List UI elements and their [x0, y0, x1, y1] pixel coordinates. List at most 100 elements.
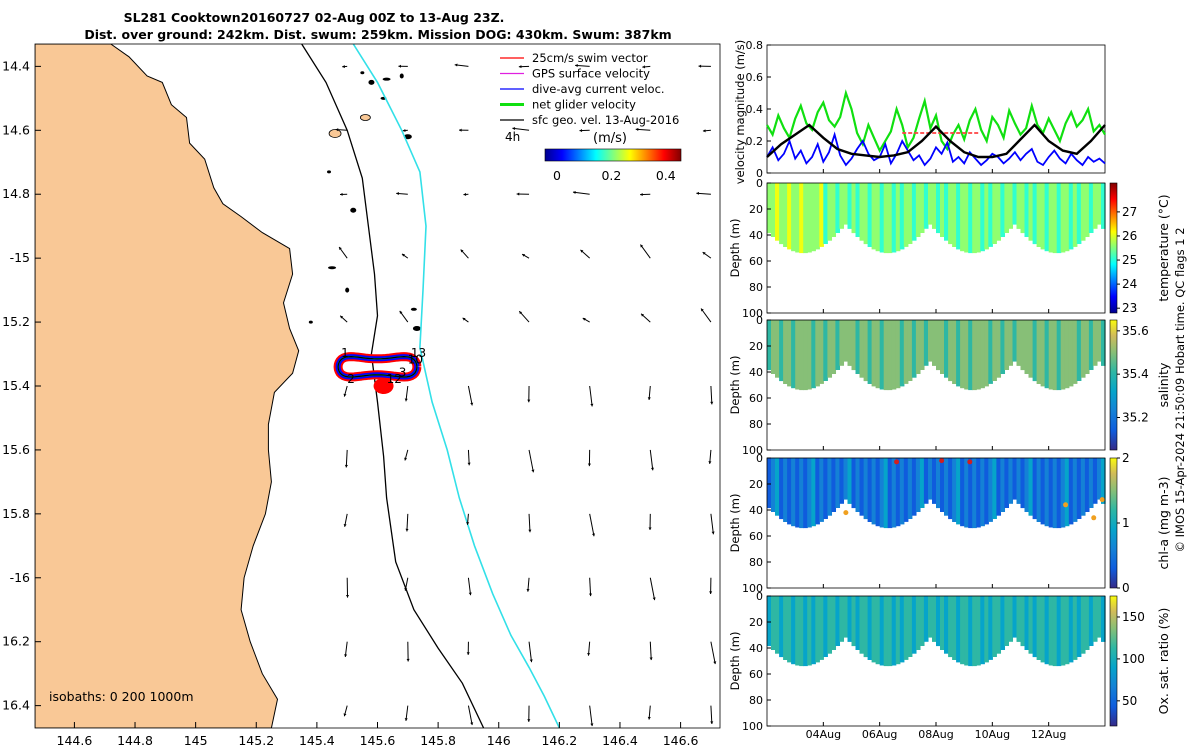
- section-data-column: [1048, 458, 1054, 528]
- section-data-column: [799, 596, 804, 667]
- section-data-column: [984, 320, 989, 387]
- section-data-column: [859, 320, 865, 378]
- track-day-label: 2: [347, 372, 355, 386]
- reef-mark: [327, 170, 332, 174]
- sfc-velocity-arrowhead: [701, 308, 704, 312]
- section-data-column: [887, 458, 893, 529]
- section-data-column: [928, 320, 933, 362]
- map-x-tick-label: 146.4: [602, 733, 638, 748]
- section-data-column: [851, 458, 857, 509]
- section-data-column: [1097, 183, 1102, 225]
- section-data-column: [831, 596, 837, 650]
- section-data-column: [1032, 596, 1038, 658]
- section-data-column: [879, 458, 885, 528]
- section-y-tick-label: 0: [756, 177, 763, 190]
- section-data-column: [891, 183, 897, 253]
- section-data-column: [972, 458, 977, 529]
- section-data-column: [863, 458, 869, 520]
- section-data-column: [1020, 320, 1026, 371]
- map-x-tick-label: 145.6: [360, 733, 396, 748]
- section-data-column: [932, 458, 937, 504]
- section-data-column: [1000, 320, 1006, 374]
- sfc-velocity-arrowhead: [572, 190, 576, 195]
- sfc-velocity-arrowhead: [527, 399, 531, 403]
- section-data-column: [1024, 320, 1030, 374]
- section-data-column: [1072, 320, 1078, 384]
- sfc-velocity-arrowhead: [404, 587, 408, 591]
- section-data-column: [1088, 320, 1094, 370]
- section-data-column: [952, 458, 957, 522]
- section-data-column: [1032, 183, 1038, 245]
- section-data-column: [984, 596, 989, 663]
- section-data-column: [771, 183, 776, 237]
- section-data-column: [911, 183, 917, 241]
- isobath-1000m: [352, 44, 561, 728]
- section-data-column: [835, 596, 841, 646]
- sfc-velocity-arrow: [649, 577, 656, 601]
- sfc-velocity-arrowhead: [531, 469, 535, 473]
- section-colorbar-tick-label: 0: [1122, 581, 1130, 595]
- section-data-column: [783, 320, 788, 384]
- section-data-column: [1044, 596, 1050, 665]
- sfc-velocity-arrowhead: [647, 716, 651, 720]
- section-data-column: [883, 183, 889, 254]
- sfc-velocity-arrowhead: [650, 467, 655, 471]
- section-data-column: [903, 596, 909, 660]
- section-data-column: [968, 596, 973, 667]
- section-data-column: [855, 183, 861, 237]
- sfc-velocity-arrowhead: [590, 723, 594, 727]
- section-data-column: [1020, 458, 1026, 509]
- section-data-column: [923, 458, 929, 504]
- section-data-column: [1000, 458, 1006, 512]
- section-data-column: [952, 320, 957, 384]
- glider-track: [333, 352, 422, 394]
- reef-mark: [360, 71, 365, 75]
- sfc-velocity-arrowhead: [649, 657, 653, 661]
- section-data-column: [863, 183, 869, 245]
- section-data-column: [1072, 183, 1078, 247]
- sfc-velocity-arrowhead: [702, 129, 706, 133]
- chla-high-point: [843, 510, 849, 516]
- sfc-velocity-arrowhead: [342, 65, 345, 69]
- sfc-velocity-arrowhead: [710, 401, 714, 405]
- sfc-velocity-arrowhead: [399, 310, 403, 314]
- section-data-column: [992, 596, 997, 657]
- sfc-velocity-arrowhead: [470, 402, 474, 406]
- section-data-column: [803, 596, 808, 667]
- track-day-label: 3: [399, 365, 407, 379]
- section-y-tick-label: 60: [749, 392, 763, 405]
- map-y-tick-label: 16.4: [2, 698, 30, 713]
- section-colorbar-tick-label: 150: [1122, 610, 1145, 624]
- section-data-column: [851, 183, 857, 234]
- section-data-column: [895, 320, 901, 389]
- section-data-column: [1088, 458, 1094, 508]
- section-data-column: [783, 596, 788, 660]
- section-data-column: [775, 183, 780, 241]
- section-data-column: [1028, 320, 1034, 378]
- track-day-label: 1: [341, 346, 349, 360]
- section-data-column: [919, 320, 925, 370]
- coastline-land: [35, 44, 300, 728]
- section-data-column: [1080, 320, 1086, 378]
- sfc-velocity-arrowhead: [466, 522, 470, 525]
- sfc-velocity-arrowhead: [526, 589, 530, 592]
- sfc-velocity-arrowhead: [696, 191, 700, 195]
- sfc-velocity-arrow: [710, 513, 714, 535]
- sfc-velocity-arrow: [700, 308, 712, 323]
- sfc-velocity-arrowhead: [713, 661, 717, 665]
- section-data-column: [883, 320, 889, 391]
- section-data-column: [964, 458, 969, 528]
- section-data-column: [1056, 458, 1062, 529]
- section-data-column: [1088, 183, 1094, 233]
- section-data-column: [1092, 596, 1098, 642]
- sfc-velocity-arrow: [572, 191, 590, 195]
- section-data-column: [875, 183, 881, 252]
- section-data-column: [956, 596, 961, 663]
- sfc-velocity-arrowhead: [345, 594, 350, 598]
- sfc-velocity-arrowhead: [343, 393, 347, 397]
- section-data-column: [907, 596, 913, 657]
- time-step-label: 4h: [505, 130, 520, 144]
- section-data-column: [919, 183, 925, 233]
- section-data-column: [847, 320, 853, 366]
